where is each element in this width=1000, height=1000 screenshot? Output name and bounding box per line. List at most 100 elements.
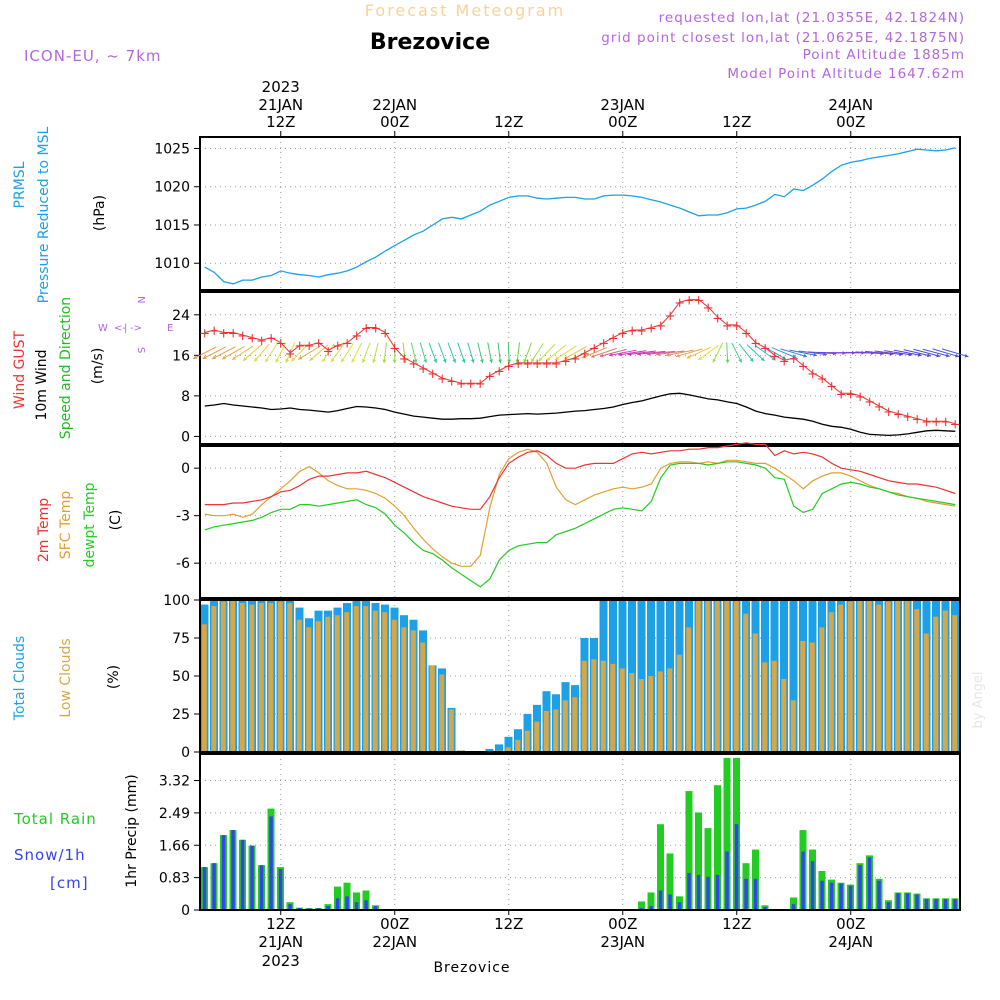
top-axis-hour-label: 12Z [494,113,523,131]
precip-panel: 0 0.83 1.66 2.49 3.32 [159,753,961,919]
pressure-label-2: Pressure Reduced to MSL [36,126,52,303]
low-cloud-bar [952,615,958,752]
wind-arrow-head [523,358,528,363]
rain-bar [647,892,655,910]
total-cloud-bar [485,748,494,752]
gust-marker: + [893,408,904,423]
wind-arrow-head [322,358,326,363]
rain-bar [657,824,664,910]
temp2m-label: 2m Temp [36,498,52,562]
rain-bar [685,791,693,910]
dewpt-label: dewpt Temp [82,482,98,567]
snow-bar [791,904,796,910]
low-cloud-bar [334,615,340,752]
low-cloud-bar [790,700,796,752]
wind-direction-arrow [340,343,354,363]
snow-bar [877,880,881,910]
low-cloud-bar [866,600,872,752]
wind-arrow-head [202,355,207,359]
sfctemp-label: SFC Temp [58,491,74,560]
gust-marker: + [570,352,581,367]
gust-marker: + [655,319,666,334]
snow-bar [829,882,834,910]
rain-bar [704,828,712,910]
wind-arrow-head [760,357,765,361]
gust-marker: + [503,359,514,374]
wind-gust-line [204,299,956,425]
wind-direction-arrow [546,344,567,361]
gust-marker: + [921,415,932,430]
gust-marker: + [323,344,334,359]
temp-frame [199,445,961,599]
snow-bar [715,874,720,910]
wind-arrow-head [725,359,730,364]
wind-direction-arrow [351,342,363,363]
snow-bar [658,890,663,910]
snow-bar [687,872,691,910]
low-cloud-bar [515,739,521,752]
wind-arrow-head [637,351,641,356]
gust-marker: + [342,337,353,352]
gust-marker: + [560,354,571,369]
wind-direction-arrow [763,345,787,360]
requested-coords: requested lon,lat (21.0355E, 42.1824N) [659,10,965,26]
pressure-ytick-label: 1015 [154,218,190,234]
low-cloud-bar [211,606,217,752]
cloud-unit: (%) [106,665,122,689]
snow-bar [905,893,910,910]
compass-west: W [98,323,108,334]
low-cloud-bar [743,613,749,752]
low-cloud-bar [942,610,948,752]
low-cloud-bar [648,676,654,752]
wind-panel: 081624++++++++++++++++++++++++++++++++++… [172,291,969,445]
low-cloud-bar [534,721,540,752]
gust-marker: + [266,332,277,347]
top-axis-date-label: 23JAN [600,96,645,114]
wind-arrow-head [291,357,296,362]
snow-bar [326,906,330,910]
low-cloud-bar [410,630,416,752]
wind-direction-arrow [884,350,913,356]
snow-bar [364,900,368,910]
sfctemp-line [204,448,956,567]
wind-arrow-head [403,359,407,364]
low-cloud-bar [382,612,388,752]
wind-arrow-head [771,356,776,361]
rain-bar [714,785,721,910]
low-cloud-bar [296,619,302,752]
snow-bar [706,876,710,910]
snow-bar [231,830,235,910]
gridpoint-coords: grid point closest lon,lat (21.0625E, 42… [601,30,965,46]
clouds-ytick-label: 100 [163,593,190,609]
low-cloud-bar [524,730,530,752]
gust-marker: + [256,334,267,349]
low-cloud-bar [781,679,787,752]
snow-bar [858,865,862,910]
low-cloud-bar [353,606,359,752]
wind-arrow-head [212,355,217,359]
wind-arrow-head [480,359,484,364]
gust-marker: + [456,377,467,392]
low-cloud-bar [543,710,549,752]
snow-bar [801,851,805,910]
gust-marker: + [465,377,476,392]
low-cloud-bar [667,668,673,752]
top-axis-date-label: 22JAN [372,96,417,114]
snow-bar [915,894,919,910]
low-cloud-bar [705,600,711,752]
gust-marker: + [836,387,847,402]
wind-arrow-head [382,359,387,364]
wind-direction-arrow [253,343,270,362]
wind-arrow-head [254,357,258,362]
station-title: Brezovice [370,30,490,55]
gust-marker: + [940,415,951,430]
wind-direction-arrow [932,348,960,358]
model-altitude: Model Point Altitude 1647.62m [727,66,965,82]
snow-bar [725,851,729,910]
gust-marker: + [351,329,362,344]
dewpt-line [204,461,956,588]
clouds-panel: 0 25 50 75 100 [163,593,961,761]
snow-bar [354,902,359,910]
wind-direction-arrow [646,350,675,355]
